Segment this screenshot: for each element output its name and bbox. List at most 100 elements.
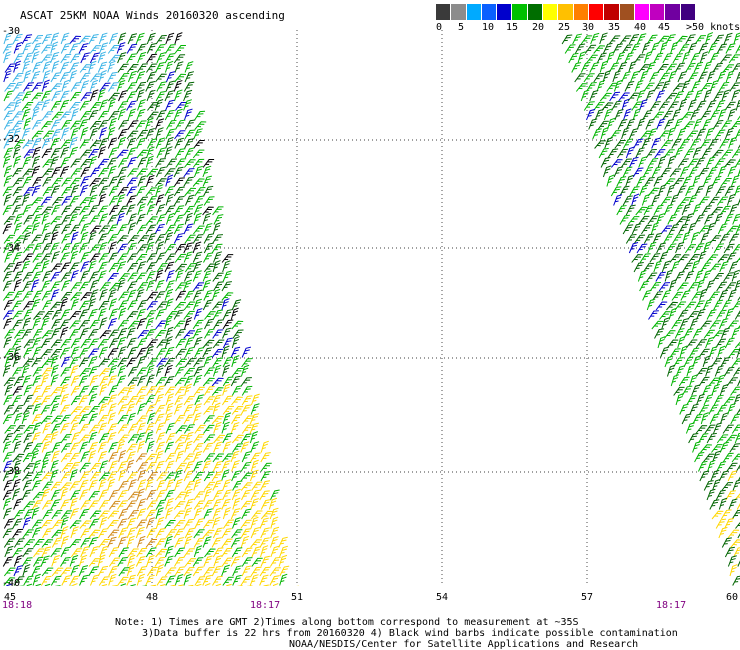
- wind-barb: [41, 290, 52, 301]
- wind-barb: [126, 100, 137, 111]
- wind-barb: [678, 43, 690, 54]
- wind-barb: [2, 291, 15, 301]
- wind-barb: [213, 251, 223, 263]
- wind-barb: [69, 195, 80, 206]
- wind-barb: [98, 261, 108, 273]
- wind-barb: [727, 165, 737, 178]
- wind-barb: [22, 253, 34, 263]
- wind-barb: [80, 270, 90, 282]
- wind-barb: [700, 139, 711, 149]
- wind-barb: [22, 42, 32, 54]
- wind-barb: [589, 62, 600, 73]
- wind-barb: [88, 155, 98, 168]
- wind-barb: [621, 71, 631, 83]
- colorbar-label: 35: [608, 22, 621, 33]
- wind-barb: [127, 147, 137, 159]
- wind-barb: [156, 213, 167, 225]
- wind-barb: [674, 301, 687, 311]
- wind-barb: [127, 272, 139, 282]
- wind-barb: [80, 231, 89, 244]
- wind-barb: [61, 223, 72, 235]
- wind-barb: [661, 260, 671, 273]
- wind-barb: [639, 99, 648, 111]
- wind-barb: [98, 193, 107, 206]
- wind-barb: [146, 261, 157, 273]
- wind-barb: [596, 52, 607, 64]
- wind-barb: [183, 242, 193, 254]
- wind-barb: [89, 289, 99, 301]
- wind-barb: [173, 80, 183, 92]
- wind-barb: [593, 45, 606, 54]
- wind-barb: [155, 137, 165, 149]
- wind-barb: [203, 196, 215, 206]
- wind-barb: [645, 118, 655, 130]
- wind-barb: [638, 64, 650, 73]
- wind-barb: [154, 44, 166, 54]
- wind-barb: [731, 89, 740, 102]
- wind-barb: [661, 289, 672, 301]
- wind-barb: [99, 127, 108, 140]
- wind-barb: [655, 271, 666, 282]
- wind-barb: [687, 158, 699, 168]
- wind-barb: [31, 82, 43, 92]
- wind-barb: [173, 166, 184, 178]
- wind-barb: [60, 272, 72, 282]
- wind-barb: [629, 186, 640, 197]
- wind-barb: [89, 45, 102, 54]
- wind-barb: [659, 41, 668, 54]
- wind-barb: [173, 54, 186, 64]
- wind-barb: [718, 289, 729, 301]
- wind-barb: [683, 90, 694, 102]
- wind-barb: [708, 138, 719, 149]
- wind-barb: [684, 270, 695, 282]
- wind-barb: [146, 216, 158, 225]
- wind-barb: [702, 299, 713, 311]
- wind-barb: [21, 260, 31, 273]
- wind-barb: [51, 90, 62, 102]
- wind-barb: [2, 310, 14, 320]
- wind-barb: [89, 184, 99, 197]
- wind-barb: [116, 175, 126, 187]
- wind-barb: [79, 184, 89, 197]
- wind-barb: [136, 213, 146, 225]
- wind-barb: [42, 70, 51, 83]
- wind-barb: [127, 168, 139, 178]
- wind-barb: [628, 128, 639, 140]
- wind-barb: [164, 168, 176, 178]
- wind-barb: [698, 71, 708, 83]
- wind-barb: [23, 82, 34, 92]
- wind-barb: [50, 242, 60, 254]
- wind-barb: [672, 108, 682, 121]
- wind-barb: [636, 175, 646, 187]
- wind-barb: [31, 234, 43, 244]
- wind-barb: [79, 139, 91, 149]
- wind-barb: [676, 185, 687, 197]
- wind-barb: [136, 43, 147, 54]
- wind-barb: [612, 43, 623, 54]
- wind-barb: [584, 44, 597, 54]
- wind-barb: [611, 159, 623, 168]
- wind-barb: [657, 184, 667, 197]
- wind-barb: [717, 254, 730, 263]
- wind-barb: [59, 252, 70, 263]
- wind-barb: [12, 310, 24, 320]
- wind-barb: [688, 166, 699, 178]
- wind-barb: [70, 53, 81, 64]
- wind-barb: [145, 81, 156, 92]
- wind-barb: [80, 223, 90, 235]
- wind-barb: [712, 273, 724, 282]
- wind-barb: [164, 146, 173, 159]
- wind-barb: [12, 300, 23, 311]
- wind-barb: [709, 263, 721, 273]
- wind-barb: [598, 147, 609, 159]
- wind-barb: [618, 92, 630, 102]
- wind-barb: [678, 98, 688, 111]
- wind-barb: [89, 244, 101, 254]
- wind-barb: [175, 263, 187, 273]
- wind-barb: [203, 185, 214, 197]
- wind-barb: [730, 121, 740, 130]
- wind-barb: [42, 168, 54, 178]
- wind-barb: [146, 43, 157, 54]
- wind-barb: [60, 262, 71, 273]
- wind-barb: [596, 79, 606, 92]
